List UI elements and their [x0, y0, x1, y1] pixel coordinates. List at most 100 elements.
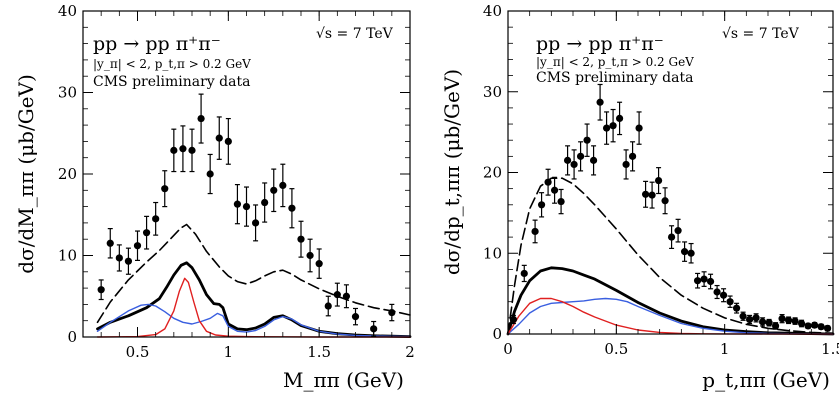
x-tick-label: 1: [720, 340, 730, 358]
source-label: CMS preliminary data: [93, 74, 250, 90]
y-tick-label: 20: [58, 165, 77, 183]
y-tick-label: 0: [492, 325, 502, 343]
x-axis-label: M_ππ (GeV): [283, 368, 404, 392]
data-point: [706, 277, 715, 286]
data-point: [388, 308, 396, 317]
data-point: [687, 249, 695, 257]
data-point: [106, 239, 114, 247]
data-point: [170, 146, 178, 154]
series-layer: [96, 93, 412, 339]
y-tick-label: 10: [58, 247, 77, 265]
data-point: [544, 178, 552, 186]
data-point: [279, 181, 287, 190]
data-point: [370, 325, 378, 333]
data-point: [810, 321, 819, 329]
data-point: [622, 160, 630, 169]
data-point: [752, 314, 760, 322]
x-tick-label: 1.5: [307, 343, 331, 361]
data-point: [745, 315, 754, 324]
data-point: [583, 136, 591, 144]
source-label: CMS preliminary data: [536, 70, 693, 86]
data-point: [615, 114, 624, 122]
process-label: pp → pp π⁺π⁻: [536, 33, 664, 55]
data-point: [674, 227, 682, 235]
data-point: [242, 203, 251, 211]
data-point: [596, 98, 604, 106]
data-point: [602, 124, 611, 132]
data-point: [270, 186, 278, 194]
data-point: [188, 146, 196, 154]
y-tick-label: 30: [483, 83, 502, 101]
data-point: [661, 197, 669, 205]
data-point: [115, 254, 123, 262]
data-point: [206, 170, 214, 178]
x-tick-label: 0: [503, 340, 513, 358]
data-point: [732, 304, 741, 312]
y-tick-label: 40: [58, 2, 77, 20]
x-tick-label: 2: [405, 343, 415, 361]
y-axis-label: dσ/dp_t,ππ (μb/GeV): [440, 69, 464, 275]
data-point: [758, 318, 767, 326]
cuts-label: |y_π| < 2, p_t,π > 0.2 GeV: [93, 57, 251, 71]
data-point: [648, 191, 656, 199]
total-thick-curve: [96, 261, 412, 339]
x-axis-label: p_t,ππ (GeV): [702, 368, 830, 392]
data-point: [233, 200, 242, 208]
data-point: [771, 322, 780, 330]
data-point: [531, 227, 539, 236]
data-point: [765, 319, 773, 327]
data-point: [719, 291, 728, 299]
data-point: [333, 291, 341, 299]
data-point: [537, 201, 546, 209]
y-axis-label: dσ/dM_ππ (μb/GeV): [14, 74, 38, 274]
data-point: [576, 152, 585, 160]
data-point: [823, 324, 832, 332]
energy-label: √s = 7 TeV: [722, 26, 800, 42]
data-point: [550, 186, 559, 194]
data-point: [124, 257, 133, 265]
data-point: [654, 176, 663, 185]
data-point: [142, 229, 151, 237]
data-point: [726, 298, 734, 306]
total-thick-curve: [506, 266, 835, 336]
data-point: [261, 198, 269, 207]
y-tick-label: 40: [483, 2, 502, 20]
data-point: [97, 286, 105, 294]
data-point: [315, 260, 323, 268]
data-point: [628, 152, 637, 160]
data-point: [667, 233, 676, 241]
data-point: [288, 204, 296, 212]
y-tick-label: 0: [67, 328, 77, 346]
y-tick-label: 10: [483, 244, 502, 262]
series-layer: [506, 83, 835, 336]
data-point: [509, 315, 518, 324]
y-tick-label: 30: [58, 84, 77, 102]
data-point: [739, 312, 747, 320]
data-point: [224, 137, 232, 145]
data-point: [635, 124, 643, 132]
data-point: [641, 190, 650, 198]
data-point: [324, 302, 332, 310]
x-tick-label: 0.5: [126, 343, 150, 361]
process-label: pp → pp π⁺π⁻: [93, 33, 221, 55]
data-point: [520, 269, 528, 278]
data-point: [297, 235, 305, 243]
data-point: [557, 197, 565, 206]
data-point: [804, 322, 812, 330]
energy-label: √s = 7 TeV: [316, 26, 394, 42]
data-point: [563, 156, 572, 164]
data-point: [609, 122, 617, 130]
data-point: [152, 215, 160, 223]
data-point: [161, 185, 169, 193]
blue-component-curve: [96, 303, 411, 338]
data-point: [700, 275, 708, 283]
chart-panel-pt: 0 0.5 1 1.5 0 10 20 30 40 dσ/dp_t,ππ (μb/GeV) p_…: [440, 2, 839, 392]
data-point: [693, 277, 702, 285]
data-point: [342, 292, 351, 300]
data-point: [791, 317, 799, 325]
tick-layer: 0 0.5 1 1.5 0 10 20 30 40: [483, 2, 839, 358]
x-tick-label: 0.5: [604, 340, 628, 358]
data-point: [197, 114, 205, 123]
